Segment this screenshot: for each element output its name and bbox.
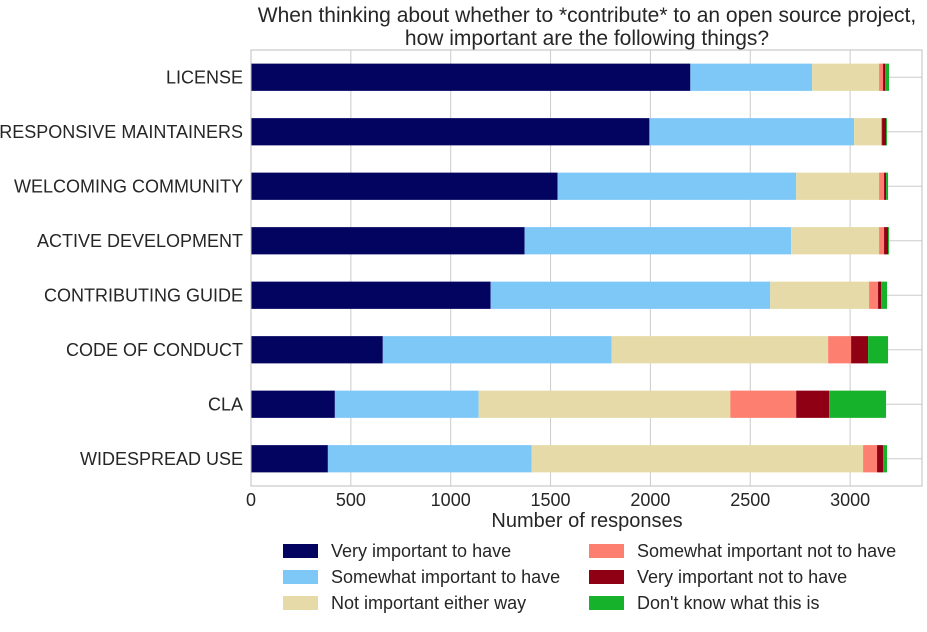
bar-segment (881, 118, 883, 146)
x-tick-label: 1500 (531, 490, 571, 510)
bar-segment (251, 336, 383, 364)
bar-segment (854, 118, 882, 146)
bar-segment (690, 63, 813, 91)
legend-entry-label: Somewhat important to have (331, 567, 560, 587)
legend-entry-label: Don't know what this is (637, 593, 820, 613)
bar-segment (884, 227, 889, 255)
x-axis-label: Number of responses (491, 510, 682, 532)
legend-swatch (589, 570, 624, 584)
x-tick-label: 1000 (431, 490, 471, 510)
legend-entry-label: Somewhat important not to have (637, 541, 896, 561)
bar-segment (884, 172, 887, 200)
bar-segment (791, 227, 880, 255)
legend-swatch (283, 544, 318, 558)
bar-segment (796, 390, 830, 418)
bar-segment (490, 281, 771, 309)
legend-entry-label: Very important to have (331, 541, 511, 561)
bar-segment (251, 445, 328, 473)
y-tick-label: WELCOMING COMMUNITY (14, 176, 243, 196)
legend-swatch (589, 596, 624, 610)
bar-segment (885, 63, 890, 91)
bar-segment (611, 336, 829, 364)
bar-segment (557, 172, 797, 200)
legend-swatch (283, 596, 318, 610)
bar-segment (730, 390, 797, 418)
bar-segment (812, 63, 880, 91)
bar-segment (334, 390, 479, 418)
bars (251, 63, 890, 473)
bar-segment (796, 172, 880, 200)
y-tick-label: CODE OF CONDUCT (66, 340, 243, 360)
y-tick-label: ACTIVE DEVELOPMENT (37, 231, 243, 251)
bar-segment (851, 336, 869, 364)
legend: Very important to have Somewhat important… (283, 541, 896, 613)
bar-segment (868, 336, 889, 364)
bar-segment (382, 336, 612, 364)
bar-segment (883, 63, 886, 91)
bar-segment (883, 445, 888, 473)
bar-segment (524, 227, 792, 255)
bar-segment (879, 227, 885, 255)
bar-segment (327, 445, 532, 473)
legend-entry-label: Not important either way (331, 593, 526, 613)
x-tick-labels: 0 500 1000 1500 2000 2500 3000 (246, 490, 870, 510)
legend-swatch (283, 570, 318, 584)
x-tick-label: 500 (336, 490, 366, 510)
bar-segment (879, 172, 885, 200)
chart-title-line: how important are the following things? (405, 27, 769, 50)
bar-segment (251, 281, 491, 309)
bar-segment (251, 63, 691, 91)
bar-segment (531, 445, 864, 473)
bar-segment (886, 172, 889, 200)
bar-segment (251, 390, 335, 418)
y-tick-label: WIDESPREAD USE (80, 449, 243, 469)
bar-segment (828, 336, 852, 364)
x-tick-label: 3000 (830, 490, 870, 510)
plot-frame (250, 49, 923, 487)
bar-segment (878, 281, 882, 309)
bar-segment (869, 281, 879, 309)
bar-segment (770, 281, 870, 309)
x-tick-label: 2000 (630, 490, 670, 510)
axes (250, 49, 923, 487)
y-tick-label: LICENSE (166, 67, 243, 87)
plot-background (251, 50, 922, 486)
bar-segment (882, 118, 887, 146)
y-tick-labels: LICENSE RESPONSIVE MAINTAINERS WELCOMING C… (0, 67, 243, 469)
y-tick-label: CONTRIBUTING GUIDE (44, 285, 243, 305)
x-tick-label: 0 (246, 490, 256, 510)
chart-title-line: When thinking about whether to *contribu… (258, 4, 916, 27)
y-tick-label: CLA (208, 394, 243, 414)
bar-segment (888, 227, 890, 255)
bar-segment (879, 63, 884, 91)
y-tick-label: RESPONSIVE MAINTAINERS (0, 122, 243, 142)
bar-segment (829, 390, 887, 418)
bar-segment (251, 172, 558, 200)
bar-segment (877, 445, 884, 473)
legend-entry-label: Very important not to have (637, 567, 847, 587)
x-tick-label: 2500 (730, 490, 770, 510)
bar-segment (251, 227, 525, 255)
bar-segment (251, 118, 650, 146)
chart-title: When thinking about whether to *contribu… (258, 4, 916, 50)
legend-swatch (589, 544, 624, 558)
bar-segment (886, 118, 888, 146)
bar-segment (881, 281, 888, 309)
bar-segment (649, 118, 855, 146)
bar-segment (863, 445, 878, 473)
bar-segment (478, 390, 731, 418)
plot-area (251, 50, 922, 486)
